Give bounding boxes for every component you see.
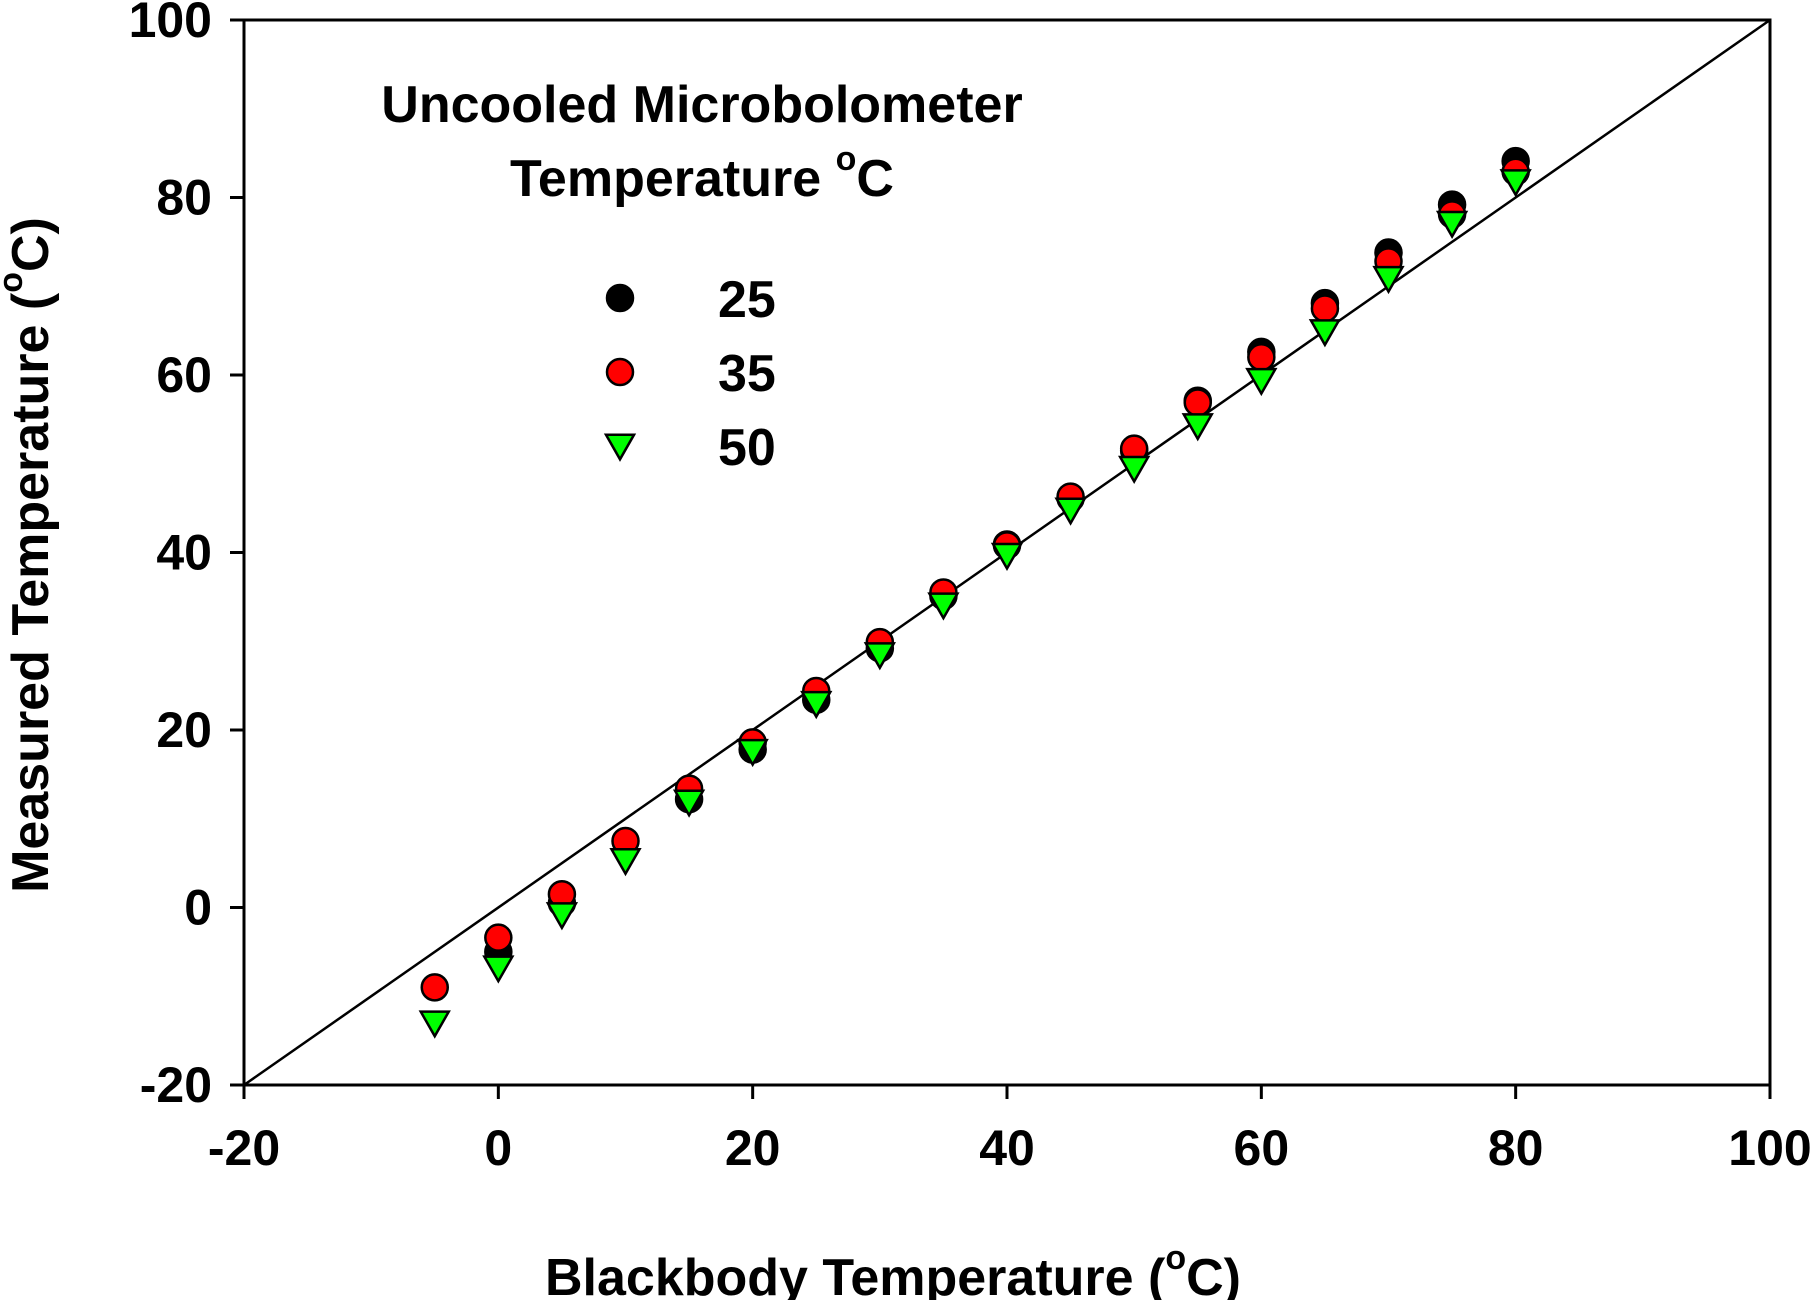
data-point (1372, 265, 1405, 295)
data-point (1499, 169, 1532, 198)
x-tick-label: 80 (1488, 1120, 1544, 1176)
data-point (1308, 319, 1342, 348)
data-point (418, 1010, 451, 1039)
legend-title-line1: Uncooled Microbolometer (381, 76, 1022, 134)
series-35 (420, 157, 1530, 1002)
data-point (1118, 455, 1151, 485)
data-point (420, 973, 449, 1002)
data-point (1183, 388, 1212, 417)
data-point (482, 955, 515, 984)
x-tick-label: 40 (979, 1120, 1035, 1176)
data-point (609, 848, 642, 877)
data-point (736, 738, 769, 768)
axis-ticks (230, 18, 1772, 1099)
plot-area-frame (242, 18, 1772, 1087)
legend-marker-50 (603, 433, 637, 462)
y-tick-label: 80 (156, 170, 212, 226)
data-point (1310, 294, 1340, 323)
data-point (545, 902, 579, 931)
y-tick-label: 100 (129, 0, 212, 48)
legend-marker-25 (605, 283, 635, 313)
x-tick-label: 60 (1234, 1120, 1290, 1176)
legend-label-25: 25 (718, 271, 776, 329)
data-point (1245, 367, 1278, 397)
data-point (1054, 497, 1087, 526)
legend-label-50: 50 (718, 419, 776, 477)
data-point (484, 923, 513, 952)
data-point (990, 542, 1024, 571)
tick-labels: -20 0 20 40 60 80 100 -20 0 20 40 60 80 100 (129, 0, 1812, 1176)
x-tick-label: 0 (484, 1120, 512, 1176)
data-point (927, 592, 960, 621)
legend-label-35: 35 (718, 345, 776, 403)
y-tick-label: 40 (156, 525, 212, 581)
y-tick-label: 60 (156, 347, 212, 403)
data-point (800, 690, 833, 720)
y-tick-label: -20 (140, 1057, 212, 1113)
x-tick-label: -20 (208, 1120, 280, 1176)
y-axis-title: Measured Temperature (oC) (0, 217, 60, 893)
data-points (418, 146, 1532, 1039)
x-axis-title: Blackbody Temperature (oC) (545, 1239, 1241, 1300)
data-point (1247, 343, 1276, 372)
y-tick-label: 0 (184, 880, 212, 936)
legend-title-line2: Temperature oC (510, 140, 894, 208)
data-point (863, 642, 896, 671)
data-point (1435, 210, 1469, 240)
x-tick-label: 100 (1728, 1120, 1811, 1176)
data-point (1181, 413, 1214, 442)
y-tick-label: 20 (156, 702, 212, 758)
legend-marker-35 (605, 357, 635, 387)
legend: Uncooled Microbolometer Temperature oC 2… (381, 76, 1022, 477)
legend-items: 25 35 50 (603, 271, 776, 477)
series-50 (418, 169, 1532, 1039)
data-point (672, 789, 706, 818)
x-tick-label: 20 (725, 1120, 781, 1176)
